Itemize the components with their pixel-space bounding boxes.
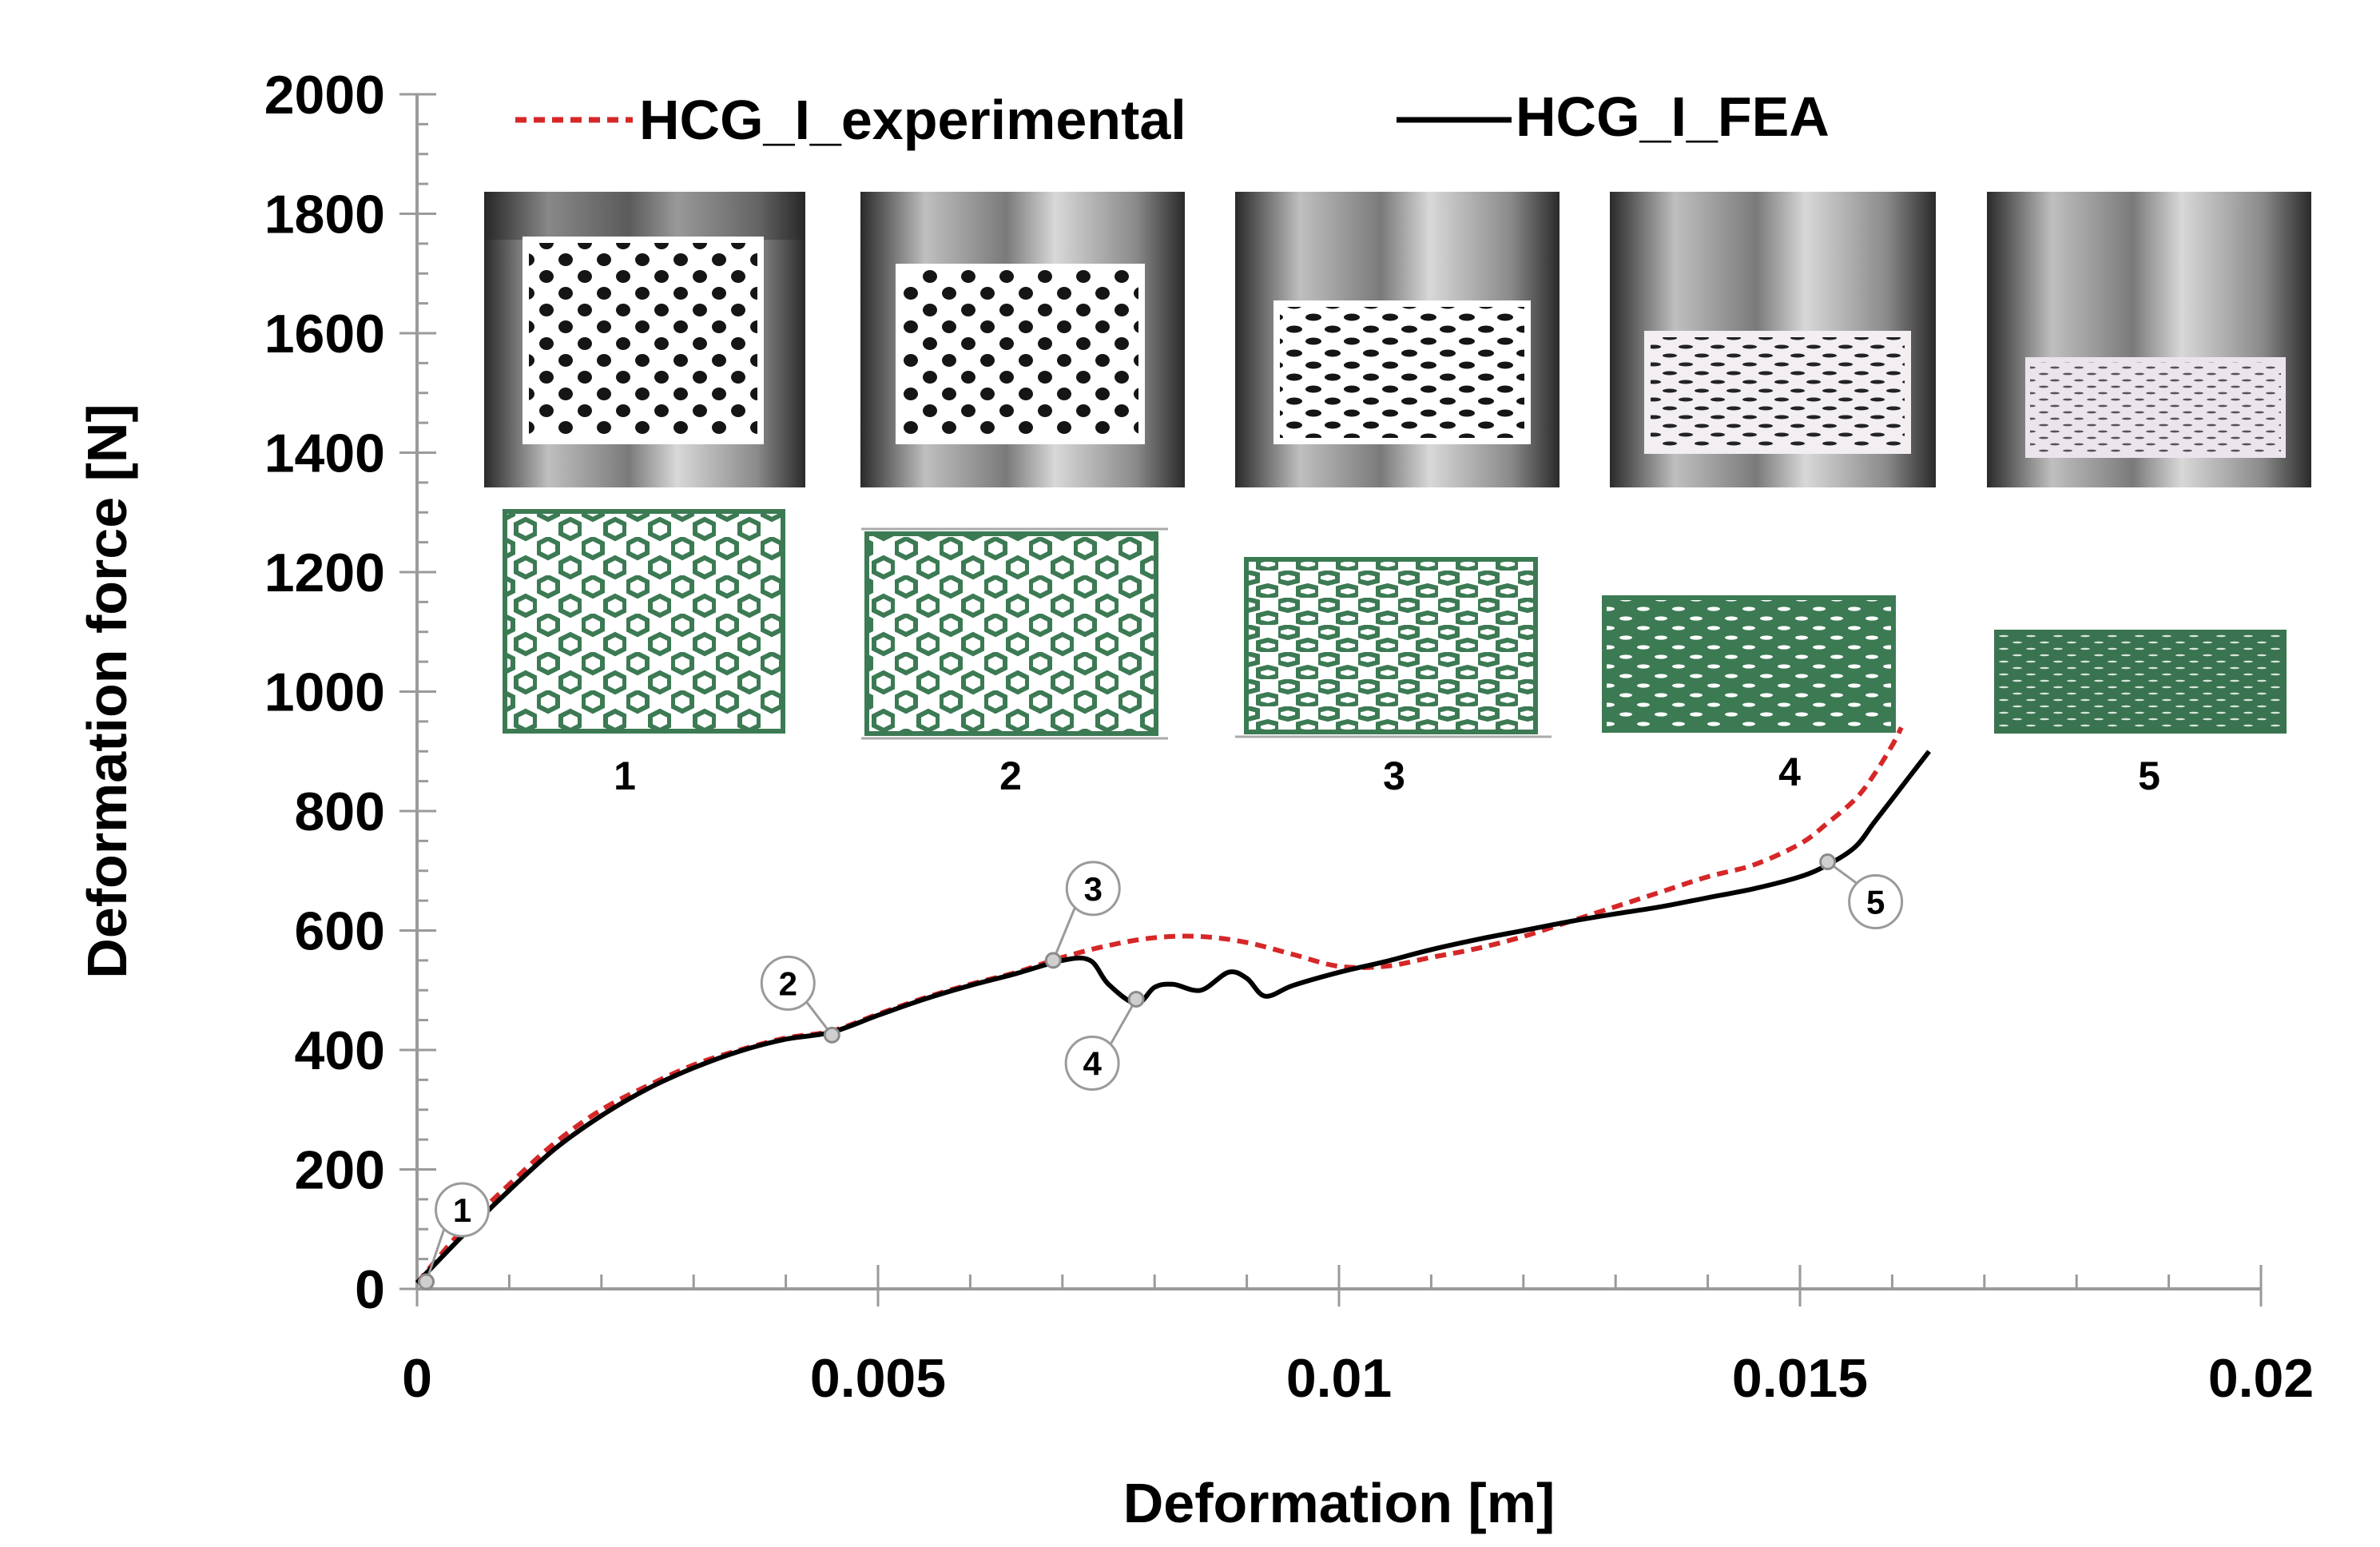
y-minor-ticks: [399, 93, 436, 1290]
photo-stage-3: [1235, 192, 1560, 487]
x-tick-label: 0: [402, 1348, 432, 1409]
marker-point-2: [823, 1026, 840, 1044]
legend-label-experimental: HCG_I_experimental: [639, 89, 1186, 151]
marker-label-2: 2: [779, 964, 797, 1002]
x-tick-label: 0.005: [810, 1348, 946, 1409]
marker-leader-1: [425, 1227, 446, 1283]
x-tick-label: 0.02: [2208, 1348, 2314, 1409]
marker-bubble-2: [760, 955, 816, 1011]
marker-label-4: 4: [1083, 1044, 1102, 1082]
marker-point-1: [418, 1273, 435, 1290]
y-tick-labels: 0 200 400 600 800 1000 1200 1400 1600 1800 2000: [264, 65, 385, 1320]
x-axis-title: Deformation [m]: [1123, 1472, 1556, 1534]
y-tick-label: 800: [295, 781, 385, 842]
y-tick-label: 2000: [264, 65, 385, 125]
marker-bubble-1: [435, 1182, 491, 1238]
caption-1: 1: [614, 754, 636, 798]
y-tick-label: 1400: [264, 424, 385, 484]
y-tick-label: 1000: [264, 662, 385, 723]
marker-point-3: [1044, 952, 1062, 969]
series-group: [415, 726, 1931, 1285]
series-line-experimental: [415, 726, 1904, 1285]
fea-stage-4: [1602, 595, 1896, 733]
marker-bubble-3: [1065, 861, 1121, 917]
fea-stage-5: [1994, 630, 2287, 734]
photo-stage-5: [1987, 192, 2311, 487]
photo-stage-1: [484, 192, 805, 487]
marker-label-3: 3: [1084, 870, 1103, 908]
photo-stage-2: [860, 192, 1185, 487]
caption-2: 2: [999, 754, 1022, 798]
y-tick-label: 600: [295, 901, 385, 962]
y-tick-label: 1800: [264, 185, 385, 245]
stage-markers: 1 2 3 4 5: [418, 853, 1904, 1290]
photo-stage-4: [1610, 192, 1936, 487]
marker-point-4: [1127, 990, 1145, 1008]
y-tick-label: 1600: [264, 304, 385, 364]
y-tick-label: 1200: [264, 543, 385, 603]
marker-leader-4: [1108, 998, 1138, 1047]
fea-renderings: [503, 509, 2287, 740]
marker-label-1: 1: [453, 1191, 471, 1229]
caption-3: 3: [1383, 754, 1405, 798]
marker-bubble-4: [1064, 1035, 1120, 1091]
y-axis-title: Deformation force [N]: [76, 404, 138, 978]
legend-label-fea: HCG_I_FEA: [1516, 86, 1830, 148]
image-captions: 1 2 3 4 5: [614, 750, 2160, 798]
x-tick-label: 0.015: [1732, 1348, 1868, 1409]
x-minor-ticks: [415, 1265, 2263, 1306]
series-line-fea: [415, 750, 1931, 1285]
fea-stage-1: [503, 509, 785, 734]
caption-4: 4: [1778, 750, 1801, 794]
y-tick-label: 0: [355, 1259, 385, 1320]
caption-5: 5: [2138, 754, 2160, 798]
y-tick-label: 400: [295, 1020, 385, 1081]
fea-stage-2: [861, 527, 1168, 740]
marker-bubble-5: [1848, 874, 1904, 930]
legend: HCG_I_experimental HCG_I_FEA: [515, 86, 1830, 151]
fea-stage-3: [1235, 557, 1552, 738]
x-tick-labels: 0 0.005 0.01 0.015 0.02: [402, 1348, 2314, 1409]
marker-leader-3: [1051, 905, 1077, 961]
marker-label-5: 5: [1866, 884, 1885, 921]
experimental-photos: [484, 192, 2311, 487]
x-tick-label: 0.01: [1286, 1348, 1392, 1409]
y-tick-label: 200: [295, 1140, 385, 1201]
marker-point-5: [1819, 853, 1837, 871]
